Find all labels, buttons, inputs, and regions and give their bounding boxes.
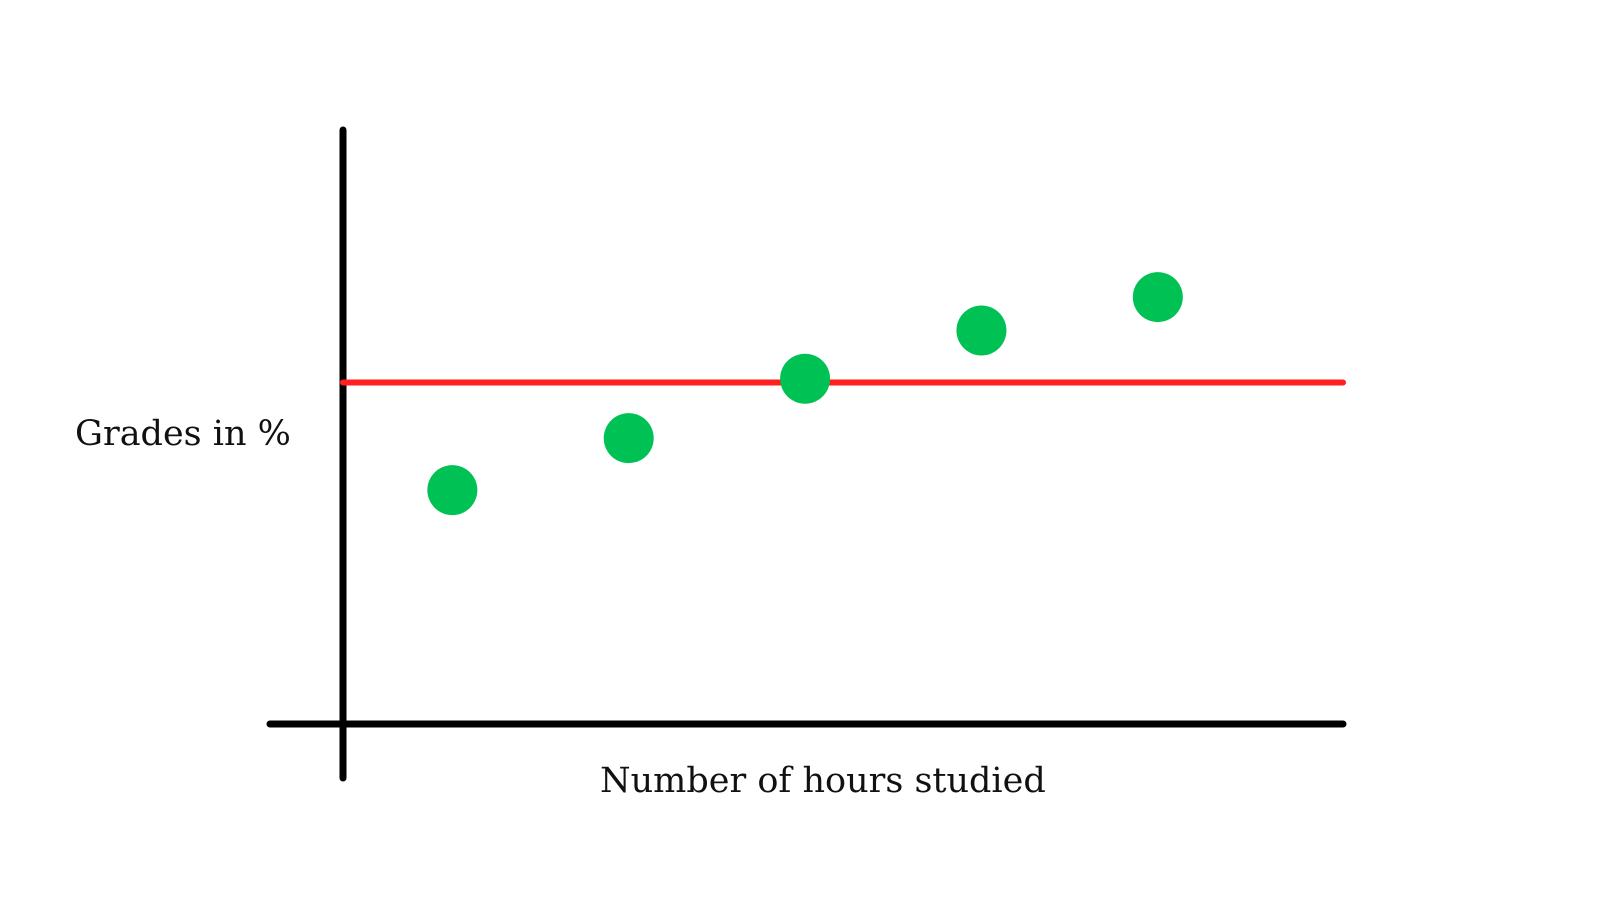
data-points (427, 272, 1183, 516)
data-point-1 (427, 465, 478, 516)
data-point-2 (603, 413, 654, 464)
data-point-4 (956, 305, 1007, 356)
data-point-3 (780, 353, 831, 404)
data-point-5 (1132, 272, 1183, 323)
x-axis-label: Number of hours studied (600, 761, 1046, 801)
y-axis-label: Grades in % (75, 414, 291, 454)
